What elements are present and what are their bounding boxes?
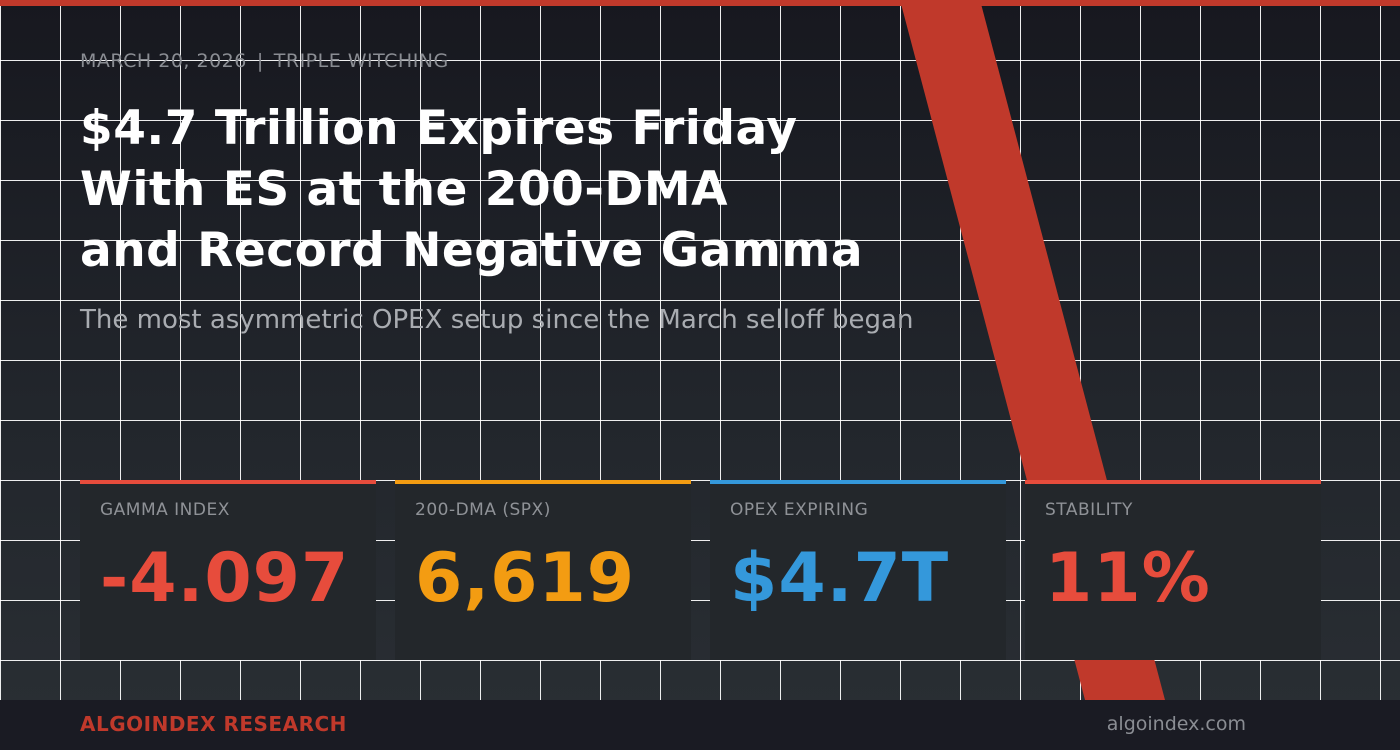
stat-card-opex-expiring: OPEX EXPIRING $4.7T [710,480,1006,660]
site-url[interactable]: algoindex.com [1106,713,1246,735]
stat-label: OPEX EXPIRING [730,500,869,520]
headline: $4.7 Trillion Expires Friday With ES at … [80,98,863,281]
date-text: MARCH 20, 2026 [80,50,247,72]
stat-value: 11% [1045,539,1211,618]
stat-card-gamma-index: GAMMA INDEX -4.097 [80,480,376,660]
subtitle: The most asymmetric OPEX setup since the… [80,305,914,335]
footer-bar: ALGOINDEX RESEARCH algoindex.com [0,700,1400,750]
date-separator: | [256,50,264,72]
stat-label: STABILITY [1045,500,1133,520]
top-accent-bar [0,0,1400,6]
card-accent-bar [80,480,376,484]
stat-value: -4.097 [100,539,350,618]
brand-name: ALGOINDEX RESEARCH [80,712,347,736]
stat-value: $4.7T [730,539,950,618]
card-accent-bar [395,480,691,484]
stat-card-200-dma: 200-DMA (SPX) 6,619 [395,480,691,660]
stat-value: 6,619 [415,539,636,618]
headline-line-1: $4.7 Trillion Expires Friday [80,101,798,156]
card-accent-bar [1025,480,1321,484]
headline-line-2: With ES at the 200-DMA [80,162,729,217]
card-accent-bar [710,480,1006,484]
stat-label: GAMMA INDEX [100,500,230,520]
event-text: TRIPLE WITCHING [273,50,449,72]
stat-label: 200-DMA (SPX) [415,500,551,520]
date-line: MARCH 20, 2026 | TRIPLE WITCHING [80,50,449,72]
stat-card-stability: STABILITY 11% [1025,480,1321,660]
headline-line-3: and Record Negative Gamma [80,223,864,278]
